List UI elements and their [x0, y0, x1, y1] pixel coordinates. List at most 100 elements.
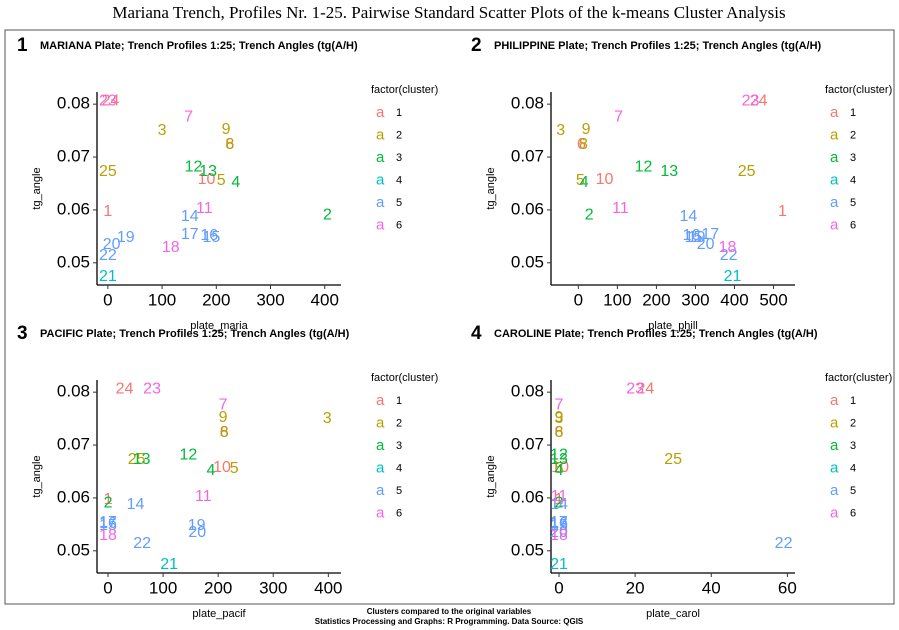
point-label: 20 [550, 524, 568, 541]
legend-label: 3 [850, 152, 856, 164]
point-label: 18 [99, 527, 117, 544]
x-tick-label: 300 [256, 290, 284, 309]
legend-glyph: a [830, 414, 839, 431]
x-tick-label: 0 [574, 290, 583, 309]
panel-number: 2 [471, 35, 482, 56]
legend-label: 2 [850, 417, 856, 429]
point-label: 4 [555, 462, 564, 479]
x-tick-label: 200 [642, 290, 670, 309]
point-label: 11 [195, 488, 212, 505]
point-label: 15 [203, 229, 221, 246]
legend-title: factor(cluster) [825, 84, 892, 96]
point-label: 23 [626, 381, 644, 398]
x-tick-label: 20 [626, 578, 645, 597]
point-label: 3 [323, 410, 332, 427]
point-label: 9 [219, 409, 228, 426]
point-label: 19 [188, 517, 206, 534]
y-tick-label: 0.07 [57, 147, 90, 166]
point-label: 3 [555, 410, 564, 427]
point-label: 2 [585, 206, 594, 223]
point-label: 18 [162, 239, 180, 256]
point-label: 23 [143, 381, 161, 398]
legend-glyph: a [830, 482, 839, 499]
legend-glyph: a [830, 171, 839, 188]
x-tick-label: 200 [204, 578, 232, 597]
legend-title: factor(cluster) [371, 84, 438, 96]
x-tick-label: 400 [311, 290, 339, 309]
point-label: 2 [555, 494, 564, 511]
point-label: 18 [550, 527, 568, 544]
legend-label: 3 [850, 440, 856, 452]
point-label: 14 [181, 208, 199, 225]
point-label: 3 [556, 122, 565, 139]
y-tick-label: 0.08 [511, 382, 544, 401]
figure-title: Mariana Trench, Profiles Nr. 1-25. Pairw… [112, 3, 785, 22]
point-label: 7 [614, 109, 623, 126]
footer-line: Clusters compared to the original variab… [367, 607, 532, 616]
legend-label: 5 [850, 197, 856, 209]
panel-title: PHILIPPINE Plate; Trench Profiles 1:25; … [494, 40, 822, 52]
legend-glyph: a [376, 126, 385, 143]
y-axis-title: tg_angle [485, 167, 497, 209]
figure-border [4, 29, 895, 605]
point-label: 9 [582, 121, 591, 138]
point-label: 4 [580, 174, 589, 191]
footer-line: Statistics Processing and Graphs: R Prog… [315, 617, 584, 626]
y-axis-title: tg_angle [31, 167, 43, 209]
legend-label: 6 [396, 219, 402, 231]
point-label: 25 [664, 451, 682, 468]
point-label: 4 [207, 462, 216, 479]
point-label: 19 [688, 229, 706, 246]
point-label: 24 [637, 381, 655, 398]
x-axis-title: plate_phill [648, 320, 698, 332]
point-label: 9 [555, 409, 564, 426]
point-label: 1 [103, 203, 112, 220]
point-label: 22 [133, 535, 151, 552]
point-label: 6 [220, 424, 229, 441]
point-label: 20 [103, 236, 121, 253]
point-label: 6 [555, 424, 564, 441]
point-label: 21 [99, 268, 117, 285]
legend-glyph: a [376, 194, 385, 211]
x-tick-label: 60 [778, 578, 797, 597]
y-tick-label: 0.08 [57, 94, 90, 113]
legend-label: 4 [396, 174, 402, 186]
point-label: 20 [188, 524, 206, 541]
y-tick-label: 0.05 [57, 540, 90, 559]
point-label: 11 [196, 200, 213, 217]
point-label: 19 [117, 229, 135, 246]
point-label: 16 [683, 227, 701, 244]
point-label: 8 [225, 136, 234, 153]
y-axis-title: tg_angle [31, 455, 43, 497]
point-label: 5 [555, 460, 564, 477]
legend-glyph: a [376, 482, 385, 499]
legend-glyph: a [830, 104, 839, 121]
legend-glyph: a [376, 459, 385, 476]
point-label: 4 [231, 174, 240, 191]
point-label: 21 [724, 268, 742, 285]
point-label: 17 [181, 226, 199, 243]
point-label: 10 [551, 459, 569, 476]
point-label: 2 [323, 206, 332, 223]
point-label: 24 [750, 93, 768, 110]
legend-glyph: a [830, 459, 839, 476]
point-label: 1 [104, 491, 113, 508]
y-axis-title: tg_angle [485, 455, 497, 497]
point-label: 17 [550, 514, 568, 531]
legend-label: 6 [850, 507, 856, 519]
point-label: 12 [185, 158, 203, 175]
x-tick-label: 300 [259, 578, 287, 597]
x-tick-label: 200 [202, 290, 230, 309]
point-label: 21 [160, 556, 178, 573]
legend-glyph: a [830, 149, 839, 166]
x-tick-label: 500 [759, 290, 787, 309]
legend-glyph: a [830, 194, 839, 211]
legend-glyph: a [376, 149, 385, 166]
point-label: 23 [99, 93, 117, 110]
legend-glyph: a [376, 414, 385, 431]
x-tick-label: 40 [702, 578, 721, 597]
panel: 2 PHILIPPINE Plate; Trench Profiles 1:25;… [471, 35, 892, 332]
legend-label: 6 [396, 507, 402, 519]
point-label: 24 [102, 93, 120, 110]
y-tick-label: 0.07 [57, 435, 90, 454]
